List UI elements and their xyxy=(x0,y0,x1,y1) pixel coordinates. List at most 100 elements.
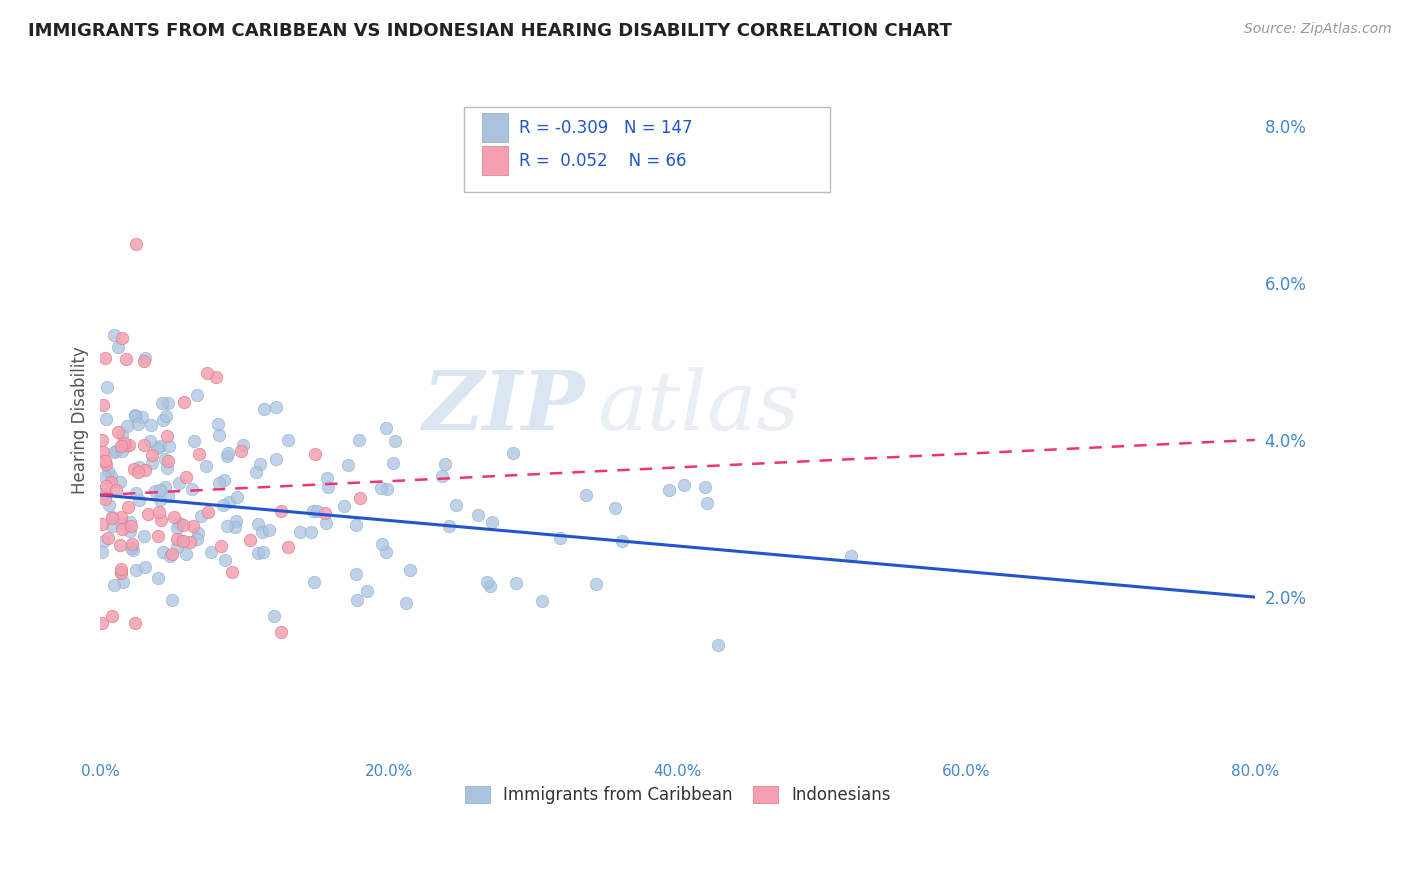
Point xyxy=(304,447,326,461)
Point xyxy=(118,524,141,539)
Point xyxy=(139,434,162,448)
Point xyxy=(125,486,148,500)
Point xyxy=(200,545,222,559)
Point xyxy=(299,525,322,540)
Point xyxy=(174,547,197,561)
Point xyxy=(530,593,553,607)
Point xyxy=(103,445,125,459)
Point xyxy=(111,522,134,536)
Point xyxy=(395,596,418,610)
Point xyxy=(249,457,271,471)
Point xyxy=(433,457,456,471)
Point xyxy=(94,454,117,468)
Point xyxy=(141,456,163,470)
Point xyxy=(90,487,112,501)
Point xyxy=(207,417,229,431)
Point xyxy=(143,484,166,499)
Point xyxy=(124,616,146,631)
Point xyxy=(277,540,299,554)
Point xyxy=(479,579,502,593)
Point xyxy=(247,546,270,560)
Point xyxy=(209,539,232,553)
Point xyxy=(153,480,176,494)
Point xyxy=(382,456,405,470)
Point xyxy=(371,537,394,551)
Point xyxy=(124,409,146,423)
Point xyxy=(247,517,270,532)
Point xyxy=(121,537,143,551)
Point xyxy=(264,400,287,414)
Point xyxy=(150,513,173,527)
Point xyxy=(146,529,169,543)
Point xyxy=(91,398,114,412)
Point xyxy=(120,541,142,555)
Point xyxy=(118,438,141,452)
Point xyxy=(93,491,115,506)
Point xyxy=(212,499,235,513)
Point xyxy=(318,480,340,494)
Point xyxy=(375,482,398,496)
Point xyxy=(94,351,117,365)
Point xyxy=(110,565,132,579)
Point xyxy=(91,445,114,459)
Point xyxy=(430,469,453,483)
Point xyxy=(136,507,159,521)
Point xyxy=(156,396,179,410)
Point xyxy=(100,519,122,533)
Legend: Immigrants from Caribbean, Indonesians: Immigrants from Caribbean, Indonesians xyxy=(457,778,898,813)
Point xyxy=(270,625,292,640)
Point xyxy=(134,559,156,574)
Point xyxy=(398,563,420,577)
Point xyxy=(152,545,174,559)
Point xyxy=(245,465,267,479)
Point xyxy=(118,516,141,530)
Point xyxy=(90,545,112,559)
Point xyxy=(186,388,208,402)
Point xyxy=(186,532,208,546)
Point xyxy=(169,516,191,531)
Point xyxy=(170,533,193,548)
Point xyxy=(194,458,217,473)
Point xyxy=(132,529,155,543)
Point xyxy=(93,533,115,548)
Text: ZIP: ZIP xyxy=(423,367,585,447)
Point xyxy=(347,433,370,447)
Point xyxy=(197,505,219,519)
Point xyxy=(90,616,112,631)
Point xyxy=(150,396,173,410)
Point xyxy=(103,328,125,343)
Point xyxy=(333,499,356,513)
Point xyxy=(128,493,150,508)
Point xyxy=(252,545,274,559)
Point xyxy=(839,549,862,563)
Point xyxy=(105,444,128,458)
Point xyxy=(225,514,247,528)
Point xyxy=(221,565,243,579)
Point xyxy=(229,443,252,458)
Point xyxy=(128,459,150,474)
Point xyxy=(226,490,249,504)
Point xyxy=(315,516,337,530)
Point xyxy=(103,577,125,591)
Point xyxy=(707,638,730,652)
Point xyxy=(444,498,467,512)
Point xyxy=(97,464,120,478)
Point xyxy=(467,508,489,522)
Point xyxy=(132,438,155,452)
Point xyxy=(475,574,498,589)
Point xyxy=(110,562,132,576)
Point xyxy=(100,475,122,489)
Point xyxy=(208,428,231,442)
Point xyxy=(132,354,155,368)
Point xyxy=(232,438,254,452)
Point xyxy=(108,539,131,553)
Point xyxy=(125,563,148,577)
Point xyxy=(111,427,134,442)
Point xyxy=(100,468,122,483)
Point xyxy=(302,504,325,518)
Point xyxy=(208,476,231,491)
Point xyxy=(214,553,236,567)
Point xyxy=(115,352,138,367)
Point xyxy=(108,475,131,489)
Point xyxy=(239,533,262,547)
